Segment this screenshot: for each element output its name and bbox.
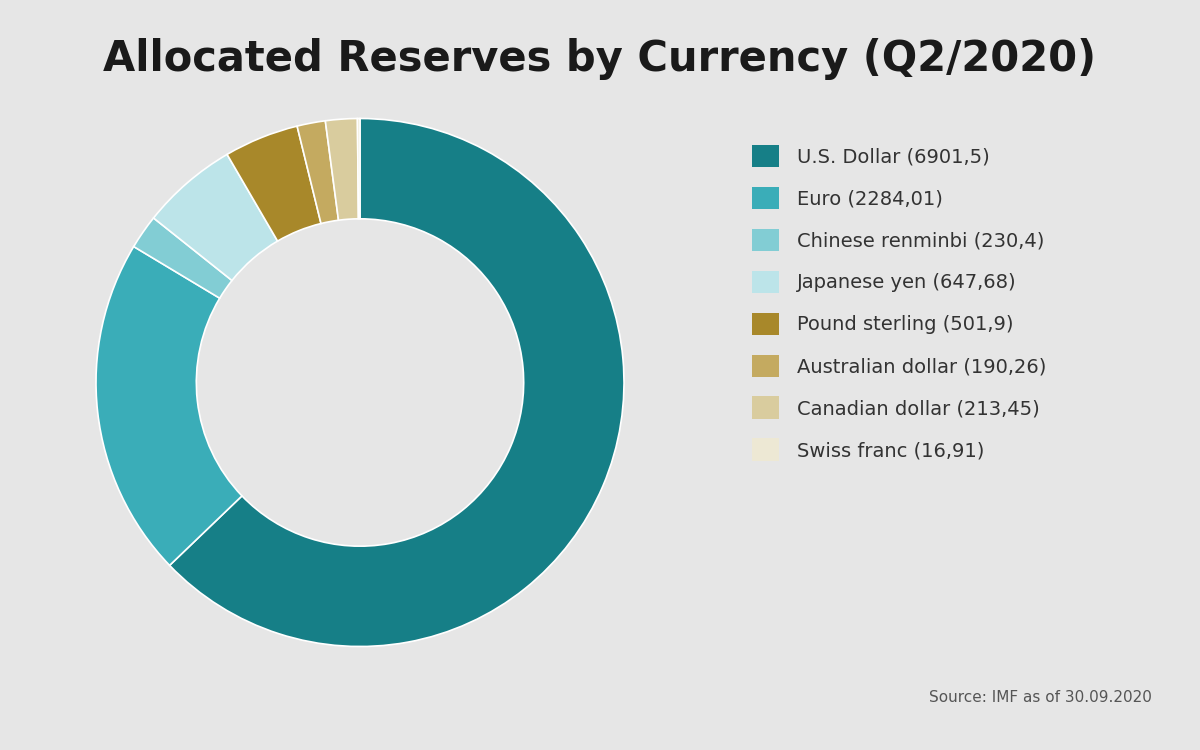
Wedge shape	[325, 118, 359, 220]
Wedge shape	[133, 218, 232, 298]
Text: Source: IMF as of 30.09.2020: Source: IMF as of 30.09.2020	[929, 690, 1152, 705]
Wedge shape	[298, 121, 338, 224]
Wedge shape	[169, 118, 624, 646]
Text: Allocated Reserves by Currency (Q2/2020): Allocated Reserves by Currency (Q2/2020)	[103, 38, 1097, 80]
Wedge shape	[227, 126, 322, 241]
Circle shape	[202, 224, 518, 541]
Wedge shape	[154, 154, 277, 280]
Wedge shape	[358, 118, 360, 219]
Wedge shape	[96, 247, 242, 566]
Legend: U.S. Dollar (6901,5), Euro (2284,01), Chinese renminbi (230,4), Japanese yen (64: U.S. Dollar (6901,5), Euro (2284,01), Ch…	[744, 137, 1054, 469]
